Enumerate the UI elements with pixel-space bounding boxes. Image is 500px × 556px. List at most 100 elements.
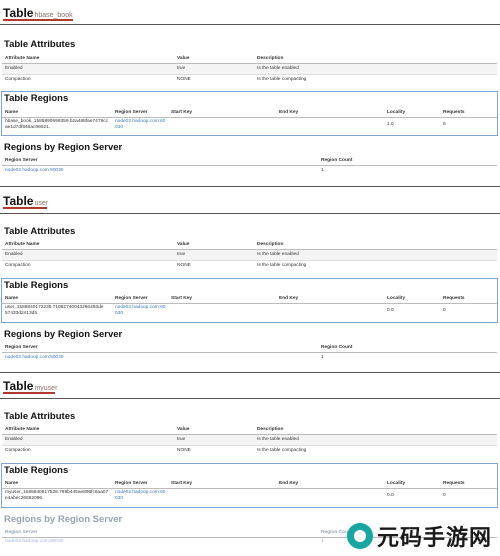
watermark-logo-icon xyxy=(346,523,373,549)
table-row: node02.hadoop.com:60030 1 xyxy=(2,536,497,546)
table-row: node02.hadoop.com:60030 1 xyxy=(2,164,497,176)
attributes-table: Attribute Name Value Description Enabled… xyxy=(2,54,497,85)
title-underline xyxy=(3,207,47,209)
col-region-server: Region Server xyxy=(2,528,318,538)
attr-name: Compaction xyxy=(2,259,174,271)
divider xyxy=(0,24,500,25)
col-end-key: End Key xyxy=(276,479,384,489)
col-region-count: Region Count xyxy=(318,156,497,166)
section-title-attributes: Table Attributes xyxy=(4,411,76,422)
col-value: Value xyxy=(174,425,254,435)
table-name: hbase_book xyxy=(34,12,73,19)
col-locality: Locality xyxy=(384,479,440,489)
table-row: user,,1585840172235.71062740043266493de … xyxy=(2,302,497,319)
requests: 0 xyxy=(440,302,497,319)
attr-value: NONE xyxy=(174,73,254,85)
regions-table: Name Region Server Start Key End Key Loc… xyxy=(2,108,497,133)
col-region-server: Region Server xyxy=(2,343,318,353)
col-requests: Requests xyxy=(440,294,497,304)
table-header: Tablemyuser xyxy=(3,377,57,395)
table-name: myuser xyxy=(34,385,58,392)
col-attribute-name: Attribute Name xyxy=(2,54,174,64)
region-server-link[interactable]: node02.hadoop.com:60 030 xyxy=(115,490,166,502)
col-description: Description xyxy=(254,54,497,64)
start-key xyxy=(168,487,276,504)
regions-box xyxy=(1,463,498,508)
regions-table: Name Region Server Start Key End Key Loc… xyxy=(2,479,497,504)
locality: 0.0 xyxy=(384,302,440,319)
col-value: Value xyxy=(174,240,254,250)
regions-box xyxy=(1,91,498,136)
attr-description: Is the table enabled xyxy=(254,62,497,74)
region-name: user,,1585840172235.71062740043266493de … xyxy=(2,302,112,319)
divider xyxy=(0,213,500,214)
col-locality: Locality xyxy=(384,108,440,118)
site-watermark: 元码手游网 xyxy=(346,520,492,552)
title-underline xyxy=(3,19,73,21)
col-start-key: Start Key xyxy=(168,108,276,118)
end-key xyxy=(276,302,384,319)
regions-box xyxy=(1,278,498,323)
attr-value: true xyxy=(174,433,254,445)
table-word: Table xyxy=(3,379,34,393)
col-name: Name xyxy=(2,294,112,304)
table-row: Compaction NONE Is the table compacting xyxy=(2,73,497,85)
attr-description: Is the table compacting xyxy=(254,444,497,456)
col-attribute-name: Attribute Name xyxy=(2,425,174,435)
regions-by-server-table: Region Server Region Count node02.hadoop… xyxy=(2,156,497,176)
region-server-link[interactable]: node02.hadoop.com:60030 xyxy=(5,355,64,361)
start-key xyxy=(168,302,276,319)
table-word: Table xyxy=(3,194,34,208)
attr-name: Enabled xyxy=(2,248,174,260)
section-title-regions: Table Regions xyxy=(4,465,69,476)
attr-value: NONE xyxy=(174,444,254,456)
col-description: Description xyxy=(254,425,497,435)
table-row: Enabled true Is the table enabled xyxy=(2,62,497,74)
section-title-attributes: Table Attributes xyxy=(4,39,76,50)
region-server-link[interactable]: node02.hadoop.com:60030 xyxy=(5,539,64,545)
region-server-link[interactable]: node02.hadoop.com:60 030 xyxy=(115,305,166,317)
col-name: Name xyxy=(2,108,112,118)
col-region-server: Region Server xyxy=(112,294,168,304)
region-server-link[interactable]: node02.hadoop.com:60 030 xyxy=(115,119,166,131)
divider xyxy=(0,372,500,373)
col-requests: Requests xyxy=(440,479,497,489)
title-underline xyxy=(3,392,55,394)
col-start-key: Start Key xyxy=(168,479,276,489)
region-count: 1 xyxy=(318,536,497,546)
col-region-server: Region Server xyxy=(2,156,318,166)
table-header: Tableuser xyxy=(3,192,48,210)
col-attribute-name: Attribute Name xyxy=(2,240,174,250)
locality: 1.0 xyxy=(384,116,440,133)
table-header: Tablehbase_book xyxy=(3,4,73,22)
divider xyxy=(0,398,500,399)
section-title-regions: Table Regions xyxy=(4,280,69,291)
region-server-link[interactable]: node02.hadoop.com:60030 xyxy=(5,168,64,174)
region-name: hbase_book,,1585890699359.b2a488fae7479c… xyxy=(2,116,112,133)
start-key xyxy=(168,116,276,133)
section-title-by-server: Regions by Region Server xyxy=(4,329,123,340)
section-title-by-server: Regions by Region Server xyxy=(4,142,123,153)
attr-description: Is the table enabled xyxy=(254,433,497,445)
col-region-count: Region Count xyxy=(318,343,497,353)
end-key xyxy=(276,116,384,133)
end-key xyxy=(276,487,384,504)
regions-by-server-table: Region Server Region Count node02.hadoop… xyxy=(2,343,497,363)
region-count: 1 xyxy=(318,351,497,363)
table-row: Enabled true Is the table enabled xyxy=(2,433,497,445)
table-word: Table xyxy=(3,6,34,20)
region-name: myuser,,1585840817528.789b445ae898fc8aa0… xyxy=(2,487,112,504)
section-title-regions: Table Regions xyxy=(4,93,69,104)
section-title-by-server: Regions by Region Server xyxy=(4,514,123,525)
attr-description: Is the table compacting xyxy=(254,259,497,271)
regions-table: Name Region Server Start Key End Key Loc… xyxy=(2,294,497,319)
table-row: hbase_book,,1585890699359.b2a488fae7479c… xyxy=(2,116,497,133)
regions-by-server-table: Region Server Region Count node02.hadoop… xyxy=(2,528,497,546)
col-end-key: End Key xyxy=(276,108,384,118)
attr-description: Is the table compacting xyxy=(254,73,497,85)
attr-name: Enabled xyxy=(2,433,174,445)
col-requests: Requests xyxy=(440,108,497,118)
locality: 0.0 xyxy=(384,487,440,504)
attr-value: true xyxy=(174,248,254,260)
col-value: Value xyxy=(174,54,254,64)
